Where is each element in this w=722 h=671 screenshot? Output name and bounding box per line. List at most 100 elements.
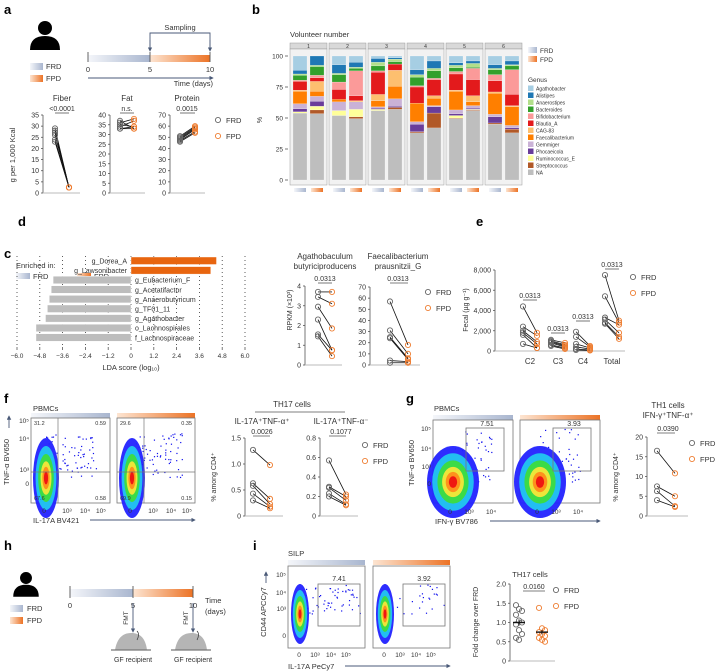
- event-dot: [87, 463, 90, 465]
- frd-point: [512, 611, 520, 618]
- frd-point: [601, 293, 609, 300]
- frd-point: [249, 497, 257, 504]
- fpd-point: [404, 341, 412, 348]
- bar-segment-alistipes: [504, 60, 520, 65]
- event-dot: [548, 446, 550, 449]
- legend-frd-label: FRD: [436, 288, 452, 297]
- y-tick-label: 40: [98, 113, 106, 120]
- event-dot: [51, 436, 53, 438]
- event-dot: [181, 474, 183, 476]
- y-tick-label: 0.8: [306, 436, 316, 443]
- frd-point: [512, 634, 520, 641]
- x-tick-label: 4.8: [218, 353, 227, 360]
- legend-swatch-faecalibacterium: [528, 134, 534, 140]
- y-tick-label: 0: [237, 514, 241, 521]
- pair-line: [54, 141, 70, 188]
- bar-segment-agathobacter: [426, 55, 442, 62]
- frd-point: [249, 482, 257, 489]
- bar-segment-anaerostipes: [487, 68, 503, 70]
- panel-label-d: d: [18, 214, 26, 229]
- event-dot: [179, 434, 182, 436]
- lda-category-label: o_Lachnospirales: [135, 326, 190, 333]
- event-dot: [574, 471, 576, 473]
- y-tick-label: 30: [98, 132, 106, 139]
- legend-genus-label: Bacteroides: [536, 108, 563, 114]
- event-dot: [317, 606, 320, 608]
- lda-bar: [51, 285, 132, 294]
- event-dot: [139, 436, 141, 438]
- y-tick-label: 70: [158, 113, 166, 120]
- pair-line: [252, 449, 271, 466]
- bar-segment-agathobacter: [387, 55, 403, 58]
- y-axis-label: Fold change over FRD: [473, 587, 480, 657]
- facet-label: 4: [424, 44, 427, 50]
- bar-segment-phocaeicola: [309, 101, 325, 107]
- gate-value: 7.51: [480, 421, 494, 428]
- fpd-point: [538, 636, 546, 643]
- legend-fpd-swatch: [528, 56, 537, 62]
- frd-point: [653, 483, 661, 490]
- event-dot: [421, 601, 424, 603]
- gate-box: [465, 427, 505, 472]
- event-dot: [62, 460, 64, 462]
- y-tick-label: 25: [31, 135, 39, 142]
- event-dot: [176, 460, 178, 462]
- event-dot: [342, 590, 344, 593]
- y-tick-label: 10⁴: [421, 446, 431, 453]
- y-tick-label: 0.4: [306, 475, 316, 482]
- p-value: 0.0313: [572, 314, 594, 321]
- event-dot: [90, 437, 92, 440]
- event-dot: [64, 437, 66, 439]
- pair-line: [317, 334, 333, 351]
- y-tick-label: 1.5: [496, 601, 506, 608]
- fpd-point: [541, 632, 549, 640]
- y-tick-label: 1.0: [231, 462, 241, 469]
- event-dot: [62, 444, 64, 446]
- legend-genus-label: CAG-83: [536, 129, 554, 135]
- lda-category-label: f_Lachnospiraceae: [135, 335, 194, 342]
- bar-segment-cag-83: [504, 105, 520, 107]
- y-axis-label: TNF-α BV650: [407, 440, 416, 486]
- event-dot: [352, 593, 354, 595]
- event-dot: [337, 591, 339, 594]
- y-tick-label: 10⁴: [276, 590, 286, 597]
- event-dot: [149, 450, 151, 452]
- bar-segment-alistipes: [487, 64, 503, 69]
- pair-line: [656, 490, 676, 507]
- legend-frd-label: FRD: [46, 62, 62, 71]
- event-dot: [170, 443, 173, 445]
- event-dot: [353, 596, 355, 598]
- frd-swatch: [333, 188, 345, 192]
- event-dot: [316, 604, 318, 607]
- event-dot: [491, 451, 493, 454]
- frd-gradient-bar: [433, 415, 513, 420]
- event-dot: [64, 458, 66, 461]
- event-dot: [177, 469, 180, 471]
- bar-segment-bacteroides: [387, 61, 403, 65]
- panel-label-h: h: [4, 538, 12, 553]
- bar-segment-ruminococcus_e: [292, 111, 308, 114]
- fpd-gradient-bar: [117, 413, 195, 418]
- bar-segment-faecalibacterium: [292, 91, 308, 104]
- p-value: 0.0313: [601, 262, 623, 269]
- event-dot: [74, 447, 76, 449]
- fpd-point: [533, 340, 541, 347]
- legend-genus-label: Streptococcus: [536, 164, 568, 170]
- event-dot: [443, 604, 445, 606]
- frd-point: [653, 488, 661, 495]
- mouse-ear-icon: [136, 630, 139, 641]
- event-dot: [419, 585, 422, 587]
- quadrant-value: 29.6: [120, 421, 131, 427]
- event-dot: [90, 437, 92, 439]
- x-tick-label: 0: [382, 652, 386, 659]
- event-dot: [576, 454, 578, 456]
- event-dot: [89, 449, 91, 451]
- bar-segment-alistipes: [465, 60, 481, 64]
- fpd-point: [328, 353, 336, 360]
- event-dot: [144, 445, 146, 447]
- lda-bar: [35, 324, 132, 332]
- event-dot: [341, 610, 343, 612]
- chart-title: butyriciproducens: [294, 262, 357, 271]
- x-tick-label: 10⁵: [341, 652, 351, 659]
- bar-segment-faecalibacterium: [387, 86, 403, 99]
